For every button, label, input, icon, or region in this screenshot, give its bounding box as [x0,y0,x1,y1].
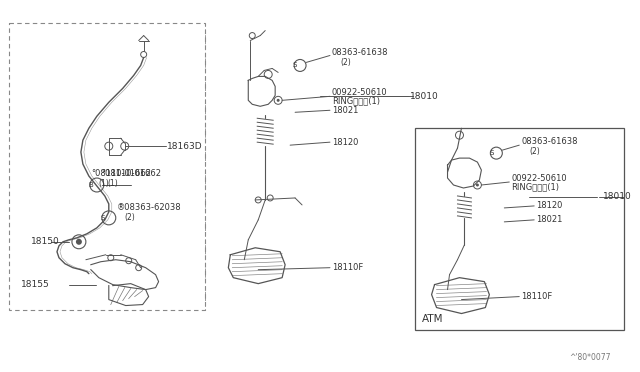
Text: 18021: 18021 [332,106,358,115]
Text: 18120: 18120 [536,201,563,211]
Text: 18163D: 18163D [166,142,202,151]
Text: °08110-01662: °08110-01662 [101,169,161,177]
Text: 18010: 18010 [603,192,632,202]
Text: 00922-50610: 00922-50610 [332,88,388,97]
Circle shape [276,99,280,102]
Text: 18021: 18021 [536,215,563,224]
Text: B: B [88,182,93,188]
Text: ®08363-62038: ®08363-62038 [116,203,181,212]
Text: (2): (2) [340,58,351,67]
Text: (2): (2) [125,214,136,222]
Text: ^'80*0077: ^'80*0077 [569,353,611,362]
Bar [415,128,624,330]
Text: RINGリング(1): RINGリング(1) [511,183,559,192]
Text: RINGリング(1): RINGリング(1) [332,97,380,106]
Text: 18010: 18010 [410,92,438,101]
Text: 18120: 18120 [332,138,358,147]
Text: 18150: 18150 [31,237,60,246]
Text: (1): (1) [99,179,109,187]
Text: S: S [293,62,298,68]
Text: S: S [100,215,105,221]
Text: S: S [489,150,493,156]
Text: (1): (1) [108,179,118,187]
Circle shape [476,183,479,186]
Text: 18110F: 18110F [332,263,364,272]
Circle shape [76,239,82,245]
Text: 08363-61638: 08363-61638 [332,48,388,57]
Bar [9,23,205,310]
Text: 18155: 18155 [21,280,50,289]
Text: 00922-50610: 00922-50610 [511,173,567,183]
Text: °08110-01662: °08110-01662 [91,169,151,177]
Text: (2): (2) [529,147,540,155]
Text: ATM: ATM [422,314,443,324]
Text: 18110F: 18110F [521,292,552,301]
Text: 08363-61638: 08363-61638 [521,137,578,146]
